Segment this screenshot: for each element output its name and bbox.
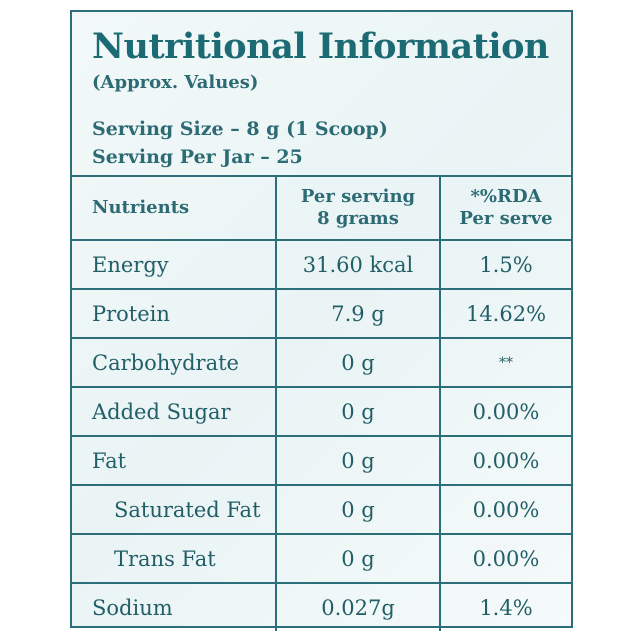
nutrient-rda: 0.00% bbox=[439, 435, 571, 486]
table-header-row: Nutrients Per serving 8 grams *%RDA Per … bbox=[72, 175, 571, 241]
header-per-serving: Per serving 8 grams bbox=[275, 175, 441, 241]
header-nutrients: Nutrients bbox=[72, 175, 277, 241]
nutrient-value: 0.027g bbox=[275, 582, 441, 631]
nutrient-value: 7.9 g bbox=[275, 288, 441, 339]
serving-per-jar: Serving Per Jar – 25 bbox=[92, 146, 303, 168]
header-per-serving-line2: 8 grams bbox=[317, 208, 399, 229]
header-rda-line1: *%RDA bbox=[470, 186, 542, 207]
nutrient-name: Added Sugar bbox=[72, 386, 277, 437]
nutrient-value: 0 g bbox=[275, 435, 441, 486]
nutrient-name: Fat bbox=[72, 435, 277, 486]
nutrient-rda: 0.00% bbox=[439, 386, 571, 437]
table-row: Protein 7.9 g 14.62% bbox=[72, 288, 571, 339]
nutrient-rda: 1.4% bbox=[439, 582, 571, 631]
nutrient-rda: 1.5% bbox=[439, 239, 571, 290]
nutrient-name: Protein bbox=[72, 288, 277, 339]
serving-size: Serving Size – 8 g (1 Scoop) bbox=[92, 118, 388, 140]
table-row: Carbohydrate 0 g ** bbox=[72, 337, 571, 388]
nutrient-rda: 0.00% bbox=[439, 484, 571, 535]
nutrient-rda: ** bbox=[439, 337, 571, 388]
nutrition-label: Nutritional Information (Approx. Values)… bbox=[70, 10, 573, 631]
nutrient-name: Saturated Fat bbox=[72, 484, 277, 535]
table-row: Fat 0 g 0.00% bbox=[72, 435, 571, 486]
header-rda-line2: Per serve bbox=[459, 208, 553, 229]
nutrient-name: Energy bbox=[72, 239, 277, 290]
nutrient-value: 0 g bbox=[275, 484, 441, 535]
nutrient-rda: 0.00% bbox=[439, 533, 571, 584]
header-per-serving-line1: Per serving bbox=[300, 186, 416, 207]
header-rda: *%RDA Per serve bbox=[439, 175, 571, 241]
nutrient-value: 31.60 kcal bbox=[275, 239, 441, 290]
label-subtitle: (Approx. Values) bbox=[92, 72, 259, 93]
table-row: Saturated Fat 0 g 0.00% bbox=[72, 484, 571, 535]
label-title: Nutritional Information bbox=[92, 26, 549, 67]
table-row: Added Sugar 0 g 0.00% bbox=[72, 386, 571, 437]
nutrient-name: Carbohydrate bbox=[72, 337, 277, 388]
nutrient-value: 0 g bbox=[275, 533, 441, 584]
table-row: Energy 31.60 kcal 1.5% bbox=[72, 239, 571, 290]
nutrient-rda: 14.62% bbox=[439, 288, 571, 339]
table-row: Sodium 0.027g 1.4% bbox=[72, 582, 571, 631]
nutrient-value: 0 g bbox=[275, 386, 441, 437]
nutrition-table: Nutrients Per serving 8 grams *%RDA Per … bbox=[72, 175, 571, 631]
table-row: Trans Fat 0 g 0.00% bbox=[72, 533, 571, 584]
nutrient-value: 0 g bbox=[275, 337, 441, 388]
nutrient-name: Trans Fat bbox=[72, 533, 277, 584]
nutrient-name: Sodium bbox=[72, 582, 277, 631]
